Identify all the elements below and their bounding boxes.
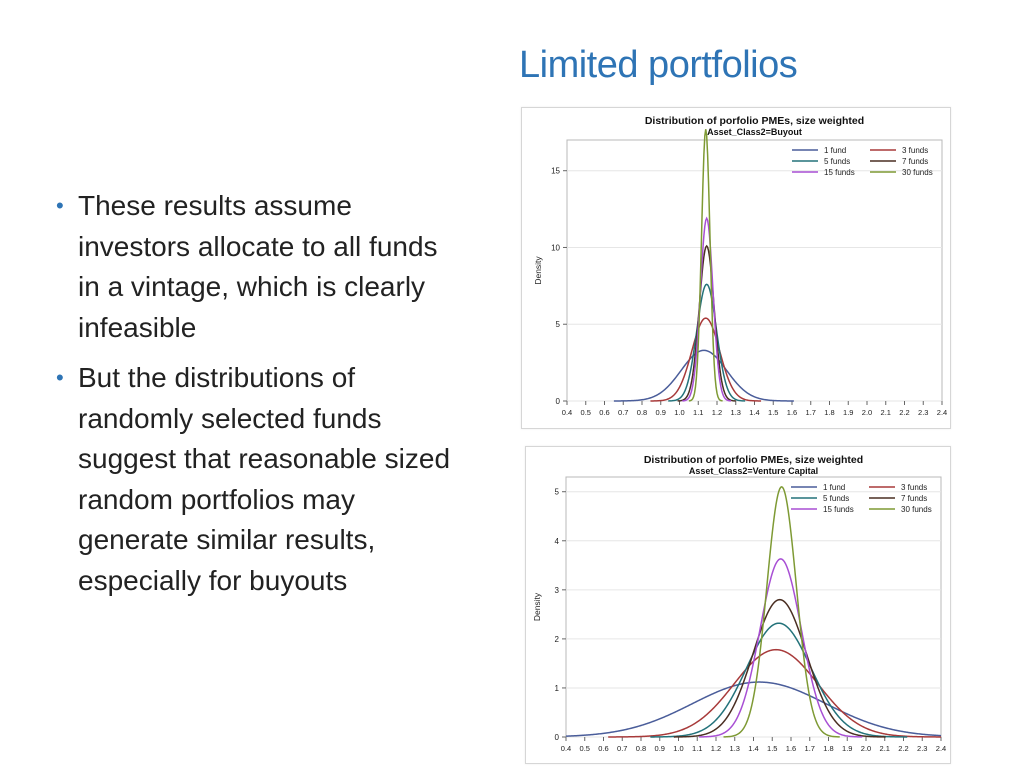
density-curve [668, 283, 746, 402]
x-tick-label: 2.0 [861, 744, 871, 753]
x-tick-label: 0.9 [655, 744, 665, 753]
chart-subtitle: Asset_Class2=Buyout [707, 127, 802, 137]
x-tick-label: 2.2 [898, 744, 908, 753]
x-tick-label: 1.5 [768, 408, 778, 417]
legend-label: 1 fund [823, 483, 845, 492]
density-curve [723, 485, 840, 738]
density-curve [613, 349, 794, 402]
x-tick-label: 0.4 [562, 408, 572, 417]
x-tick-label: 1.5 [767, 744, 777, 753]
x-tick-label: 1.4 [749, 408, 759, 417]
x-tick-label: 0.7 [618, 408, 628, 417]
x-tick-label: 1.9 [843, 408, 853, 417]
x-tick-label: 1.2 [712, 408, 722, 417]
slide-title: Limited portfolios [519, 44, 798, 86]
x-tick-label: 2.1 [881, 408, 891, 417]
x-tick-label: 0.6 [598, 744, 608, 753]
x-tick-label: 0.6 [599, 408, 609, 417]
x-tick-label: 0.9 [656, 408, 666, 417]
x-tick-label: 2.4 [936, 744, 946, 753]
x-tick-label: 0.7 [617, 744, 627, 753]
density-curve [650, 317, 762, 402]
legend-label: 3 funds [901, 483, 927, 492]
x-tick-label: 1.1 [693, 408, 703, 417]
buyout-density-chart: Distribution of porfolio PMEs, size weig… [521, 107, 951, 429]
density-curve [677, 244, 736, 402]
y-axis-label: Density [532, 592, 542, 621]
x-tick-label: 1.2 [711, 744, 721, 753]
legend-label: 7 funds [901, 494, 927, 503]
x-tick-label: 1.1 [692, 744, 702, 753]
legend-label: 3 funds [902, 146, 928, 155]
x-tick-label: 0.5 [581, 408, 591, 417]
x-tick-label: 2.4 [937, 408, 947, 417]
chart-title: Distribution of porfolio PMEs, size weig… [644, 454, 863, 466]
bullet-text: But the distributions of randomly select… [78, 362, 451, 596]
y-tick-label: 1 [555, 684, 560, 693]
legend-label: 5 funds [824, 157, 850, 166]
y-tick-label: 3 [555, 586, 560, 595]
x-tick-label: 1.9 [842, 744, 852, 753]
x-tick-label: 1.0 [673, 744, 683, 753]
x-tick-label: 1.6 [787, 408, 797, 417]
x-tick-label: 2.0 [862, 408, 872, 417]
x-tick-label: 1.8 [823, 744, 833, 753]
bullet-icon: • [56, 193, 64, 218]
x-tick-label: 2.3 [917, 744, 927, 753]
bullet-item: • These results assume investors allocat… [56, 186, 466, 348]
y-tick-label: 15 [551, 167, 560, 176]
x-tick-label: 2.2 [899, 408, 909, 417]
density-curve [673, 598, 886, 738]
legend-label: 1 fund [824, 146, 846, 155]
x-tick-label: 1.7 [806, 408, 816, 417]
y-tick-label: 0 [555, 733, 560, 742]
y-tick-label: 10 [551, 243, 560, 252]
x-tick-label: 1.3 [730, 744, 740, 753]
y-tick-label: 2 [555, 635, 560, 644]
density-curve [650, 622, 908, 738]
x-tick-label: 2.1 [880, 744, 890, 753]
legend-label: 30 funds [901, 505, 932, 514]
x-tick-label: 1.3 [731, 408, 741, 417]
x-tick-label: 1.7 [805, 744, 815, 753]
legend-label: 15 funds [824, 168, 855, 177]
chart-title: Distribution of porfolio PMEs, size weig… [645, 115, 864, 127]
legend-label: 15 funds [823, 505, 854, 514]
chart-subtitle: Asset_Class2=Venture Capital [689, 466, 818, 476]
venture-capital-density-chart: Distribution of porfolio PMEs, size weig… [525, 446, 951, 764]
x-tick-label: 0.4 [561, 744, 571, 753]
plot-area [566, 139, 943, 402]
bullet-item: • But the distributions of randomly sele… [56, 358, 466, 601]
y-tick-label: 4 [555, 537, 560, 546]
x-tick-label: 0.8 [636, 744, 646, 753]
bullet-icon: • [56, 365, 64, 390]
y-tick-label: 5 [555, 488, 560, 497]
x-tick-label: 0.8 [637, 408, 647, 417]
x-tick-label: 2.3 [918, 408, 928, 417]
bullet-text: These results assume investors allocate … [78, 190, 438, 343]
x-tick-label: 1.0 [674, 408, 684, 417]
legend-label: 7 funds [902, 157, 928, 166]
chart-svg: Distribution of porfolio PMEs, size weig… [533, 115, 947, 417]
density-curve [699, 558, 863, 738]
legend-label: 5 funds [823, 494, 849, 503]
density-curve [608, 648, 941, 738]
legend-label: 30 funds [902, 168, 933, 177]
x-tick-label: 1.6 [786, 744, 796, 753]
chart-svg: Distribution of porfolio PMEs, size weig… [532, 454, 946, 753]
y-tick-label: 5 [556, 320, 561, 329]
y-tick-label: 0 [556, 397, 561, 406]
y-axis-label: Density [533, 256, 543, 285]
x-tick-label: 1.8 [824, 408, 834, 417]
x-tick-label: 0.5 [580, 744, 590, 753]
density-curve [688, 129, 723, 402]
density-curve [565, 681, 942, 737]
bullet-list: • These results assume investors allocat… [56, 186, 466, 611]
x-tick-label: 1.4 [748, 744, 758, 753]
density-curve [682, 216, 732, 402]
